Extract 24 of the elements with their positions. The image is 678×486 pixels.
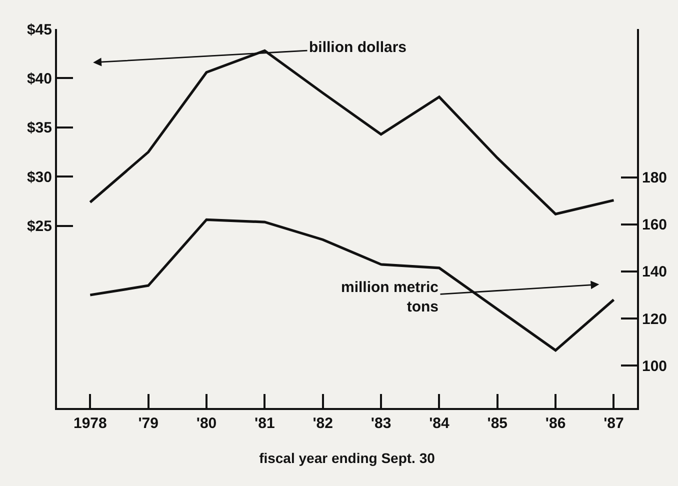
- y-tick-label: $45: [26, 21, 52, 38]
- y2-tick-label: 100: [642, 358, 668, 375]
- y-tick-label: $40: [26, 70, 52, 88]
- x-tick-label: '83: [370, 415, 392, 432]
- series-label: billion dollars: [309, 39, 407, 56]
- x-tick-label: '86: [545, 415, 566, 432]
- x-tick-label: '82: [312, 415, 333, 432]
- y-tick-label: $25: [26, 218, 52, 236]
- y2-tick-label: 120: [642, 310, 668, 328]
- x-tick-label: 1978: [73, 415, 107, 432]
- y-tick-label: $35: [26, 120, 52, 137]
- x-tick-label: '84: [429, 415, 450, 432]
- y2-tick-label: 160: [642, 216, 668, 234]
- x-axis-title: fiscal year ending Sept. 30: [259, 450, 436, 466]
- x-tick-label: '87: [604, 415, 624, 432]
- x-tick-label: '80: [196, 415, 217, 432]
- y-tick-label: $30: [26, 168, 52, 186]
- y2-tick-label: 140: [642, 264, 668, 281]
- x-tick-label: '81: [254, 415, 275, 432]
- x-tick-label: '79: [138, 415, 158, 432]
- series-label: million metric tons: [341, 279, 439, 316]
- line-series: [88, 218, 616, 352]
- y2-tick-label: 180: [642, 170, 668, 187]
- x-tick-label: '85: [487, 415, 508, 432]
